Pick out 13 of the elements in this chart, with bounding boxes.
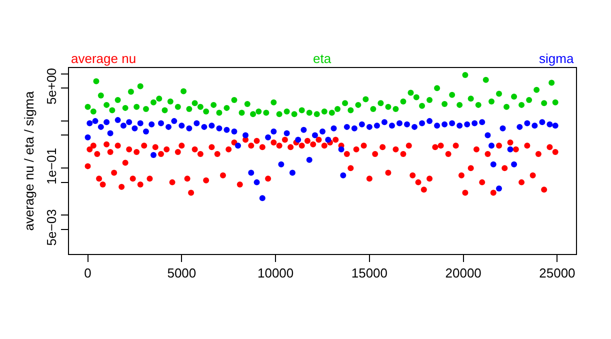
x-tick-label: 20000 bbox=[445, 266, 482, 281]
y-axis-title: average nu / eta / sigma bbox=[22, 90, 37, 231]
x-tick-label: 15000 bbox=[351, 266, 388, 281]
y-tick-label: 5e+00 bbox=[44, 68, 59, 104]
x-tick-label: 10000 bbox=[257, 266, 294, 281]
x-tick-label: 0 bbox=[84, 266, 92, 281]
x-tick-label: 25000 bbox=[539, 266, 576, 281]
y-tick-label: 1e−01 bbox=[44, 148, 59, 184]
y-tick-label: 5e−03 bbox=[44, 209, 59, 246]
text: average nu bbox=[71, 51, 136, 66]
text: eta bbox=[313, 51, 332, 66]
x-tick-label: 5000 bbox=[167, 266, 196, 281]
text: sigma bbox=[539, 51, 574, 66]
